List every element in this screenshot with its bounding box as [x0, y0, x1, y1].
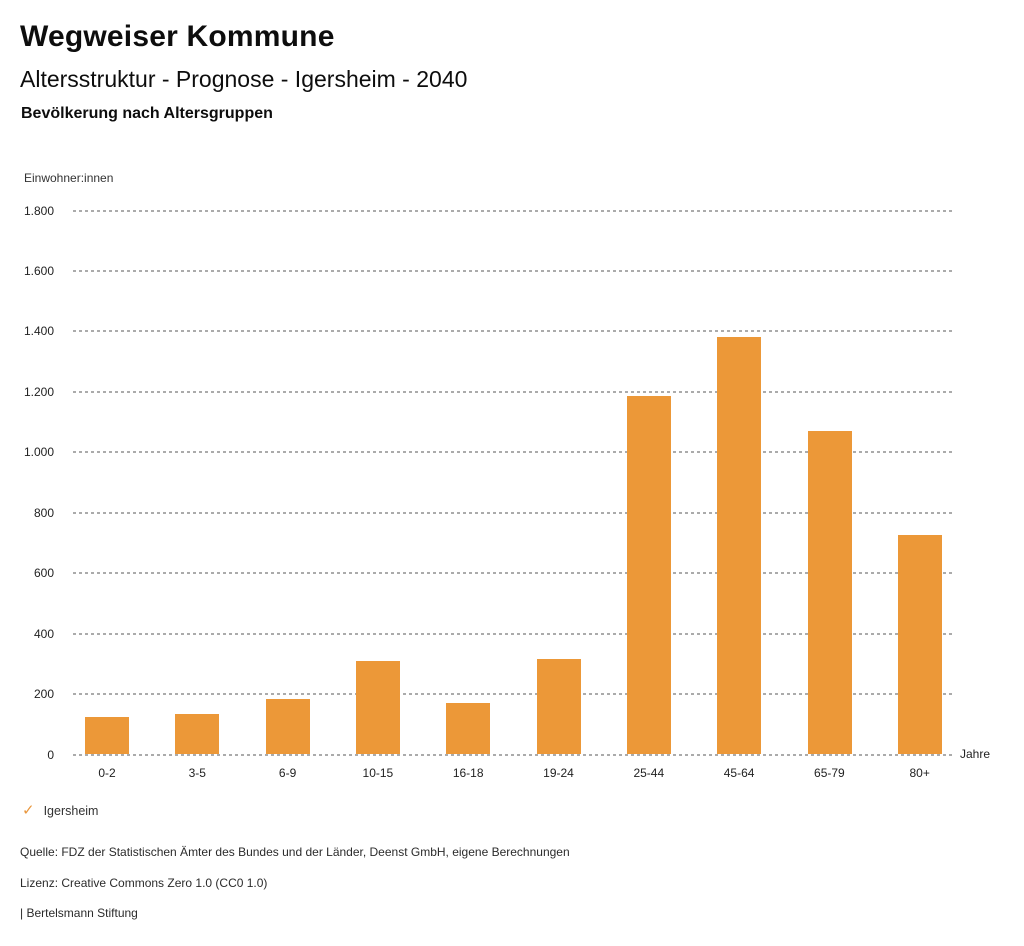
- y-tick-label: 1.200: [23, 384, 54, 399]
- bar-65-79[interactable]: [807, 431, 852, 755]
- gridline-y-1.000: [73, 451, 955, 454]
- bar-25-44[interactable]: [626, 396, 671, 755]
- y-tick-label: 1.000: [23, 445, 54, 460]
- license-text: Lizenz: Creative Commons Zero 1.0 (CC0 1…: [20, 876, 268, 890]
- x-tick-label-3-5: 3-5: [188, 766, 206, 780]
- y-tick-label: 600: [33, 566, 54, 581]
- check-icon: ✓: [22, 802, 35, 819]
- legend-label: Igersheim: [43, 803, 99, 818]
- x-tick-label-10-15: 10-15: [362, 766, 394, 780]
- page-subtitle: Altersstruktur - Prognose - Igersheim - …: [20, 66, 468, 92]
- gridline-y-200: [73, 693, 955, 696]
- x-tick-label-65-79: 65-79: [814, 766, 845, 780]
- gridline-y-600: [73, 572, 955, 575]
- x-axis-title: Jahre: [960, 747, 991, 761]
- x-tick-label-0-2: 0-2: [98, 766, 116, 780]
- gridline-y-1.400: [73, 330, 955, 333]
- bar-0-2[interactable]: [85, 716, 130, 755]
- y-tick-label: 1.800: [23, 203, 54, 218]
- bar-45-64[interactable]: [717, 337, 762, 755]
- bar-19-24[interactable]: [536, 659, 581, 755]
- gridline-y-0: [73, 753, 955, 756]
- bar-6-9[interactable]: [265, 698, 310, 755]
- bar-80+[interactable]: [897, 535, 942, 755]
- x-tick-label-16-18: 16-18: [452, 766, 484, 780]
- y-tick-label: 0: [47, 747, 54, 762]
- y-tick-label: 200: [33, 687, 54, 702]
- y-tick-label: 1.400: [23, 324, 54, 339]
- chart-section-label: Bevölkerung nach Altersgruppen: [21, 105, 273, 122]
- x-tick-label-45-64: 45-64: [723, 766, 755, 780]
- x-tick-label-80+: 80+: [909, 766, 930, 780]
- bar-10-15[interactable]: [356, 660, 401, 755]
- x-tick-label-6-9: 6-9: [278, 766, 297, 780]
- bar-16-18[interactable]: [446, 703, 491, 755]
- y-axis-title: Einwohner:innen: [24, 171, 114, 185]
- gridline-y-1.600: [73, 269, 955, 272]
- y-tick-label: 800: [33, 505, 54, 520]
- source-text: Quelle: FDZ der Statistischen Ämter des …: [20, 845, 570, 859]
- gridline-y-400: [73, 632, 955, 635]
- gridline-y-1.800: [73, 209, 955, 212]
- attribution-text: | Bertelsmann Stiftung: [20, 906, 138, 920]
- x-tick-label-25-44: 25-44: [633, 766, 665, 780]
- y-tick-label: 1.600: [23, 263, 54, 278]
- gridline-y-800: [73, 511, 955, 514]
- x-tick-label-19-24: 19-24: [543, 766, 574, 780]
- gridline-y-1.200: [73, 390, 955, 393]
- page-title: Wegweiser Kommune: [20, 20, 335, 53]
- bar-3-5[interactable]: [175, 713, 220, 755]
- legend-item-igersheim[interactable]: ✓ Igersheim: [22, 803, 98, 818]
- y-tick-label: 400: [33, 626, 54, 641]
